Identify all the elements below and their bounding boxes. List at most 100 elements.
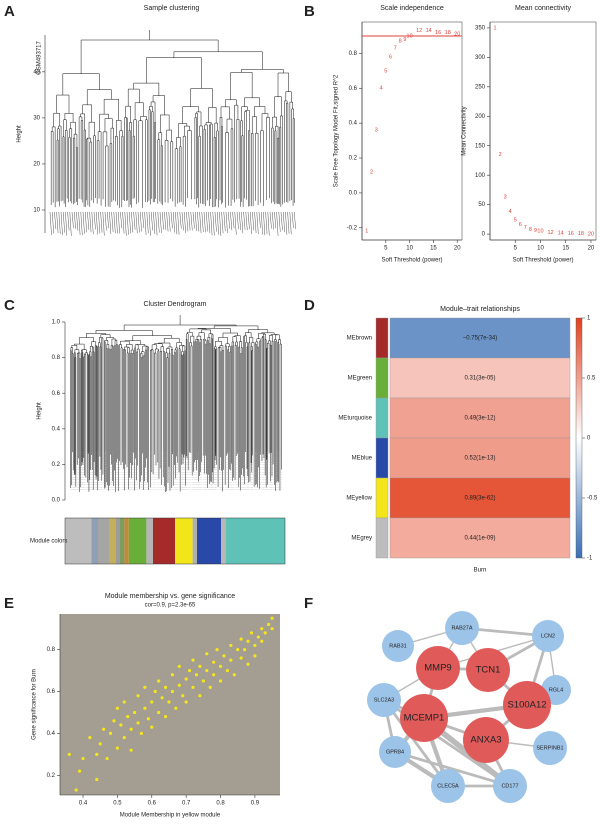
leaf-label (256, 211, 259, 235)
leaf-label (124, 211, 127, 236)
point (212, 660, 216, 664)
point (218, 679, 223, 683)
point (270, 616, 274, 620)
network-edge (394, 750, 511, 788)
node-label: SERPINB1 (536, 745, 563, 751)
y-tick-label: 200 (475, 114, 486, 120)
cell-label: 0.49(3e-12) (464, 416, 495, 422)
leaf-label (205, 211, 208, 232)
x-tick-label: 0.6 (148, 801, 157, 807)
network-node (466, 648, 510, 692)
leaf-label (238, 211, 241, 230)
point (242, 648, 247, 652)
point-label: 7 (524, 225, 527, 231)
node-label: SLC2A3 (374, 697, 395, 703)
point-label: 8 (399, 39, 402, 45)
leaf-label (175, 211, 178, 235)
point (143, 685, 147, 689)
point (198, 664, 202, 668)
point (167, 700, 171, 704)
y-axis-label: Gene significance for Burn (32, 669, 38, 740)
point (146, 717, 150, 721)
network-node (431, 769, 465, 803)
leaf-label (106, 211, 109, 229)
leaf-label (199, 211, 202, 234)
leaf-label (278, 211, 281, 232)
leaf-label (113, 211, 116, 233)
module-color (91, 518, 98, 564)
point (270, 627, 274, 631)
point (177, 683, 181, 687)
point (153, 689, 157, 694)
point-label: 18 (445, 30, 451, 36)
leaf-label (89, 211, 92, 233)
leaf-label (135, 211, 138, 234)
leaf-label (234, 211, 237, 235)
point (208, 685, 212, 689)
point-label: 20 (588, 231, 594, 237)
point (122, 735, 126, 740)
module-swatch (375, 357, 389, 399)
row-label: MEyellow (346, 496, 372, 502)
leaf-label (157, 211, 160, 233)
x-tick-label: 5 (384, 246, 388, 252)
point-label: 1 (494, 25, 497, 31)
leaf-label (109, 211, 112, 234)
x-tick-label: 15 (430, 246, 437, 252)
point (229, 643, 233, 648)
point (136, 694, 140, 698)
row-label: MEgrey (351, 536, 372, 542)
leaf-label (197, 211, 200, 232)
panel-label: A (4, 3, 15, 20)
leaf-label (104, 211, 107, 231)
panel-label: C (4, 297, 15, 314)
leaf-label (274, 211, 277, 229)
leaf-label (139, 211, 142, 232)
point (98, 742, 102, 746)
point (253, 654, 257, 658)
point (177, 664, 181, 668)
leaf-label (87, 211, 90, 230)
leaf-label (148, 211, 151, 236)
point-label: 5 (514, 217, 517, 223)
leaf-label (287, 211, 290, 234)
leaf-label (137, 211, 140, 233)
point (246, 662, 250, 666)
module-color (153, 518, 175, 564)
point (102, 727, 106, 731)
leaf-label (252, 211, 255, 231)
leaf-label (243, 211, 246, 230)
leaf-label (245, 211, 248, 231)
y-tick-label: 0.8 (52, 355, 61, 361)
chart-title: Cluster Dendrogram (143, 301, 206, 308)
network-node (463, 717, 509, 763)
leaf-label (62, 211, 65, 233)
leaf-label (188, 211, 191, 231)
colorbar-tick-label: -0.5 (587, 496, 598, 502)
x-tick-label: 20 (588, 246, 595, 252)
point (249, 631, 254, 635)
y-axis-label: Mean Connectivity (462, 106, 468, 155)
leaf-label (166, 211, 169, 232)
network-node (532, 620, 564, 652)
point-label: 6 (389, 54, 392, 60)
x-tick-label: 15 (562, 246, 569, 252)
x-axis-label: Burn (474, 568, 487, 574)
leaf-label (153, 211, 156, 234)
chart-subtitle: cor=0.9, p=2.3e-65 (145, 603, 196, 609)
point (201, 679, 205, 683)
leaf-label (91, 211, 94, 235)
point (260, 639, 264, 643)
point (236, 648, 240, 652)
point (88, 735, 92, 740)
leaf-label (263, 211, 266, 236)
point (191, 685, 195, 689)
leaf-label (267, 211, 270, 236)
leaf-label (93, 211, 96, 230)
y-tick-label: 0.2 (349, 156, 358, 162)
node-label: CLEC5A (437, 783, 459, 789)
point (184, 700, 188, 704)
panel-label: D (304, 297, 315, 314)
heatmap-cell (389, 357, 571, 399)
row-label: MEgreen (348, 376, 372, 382)
